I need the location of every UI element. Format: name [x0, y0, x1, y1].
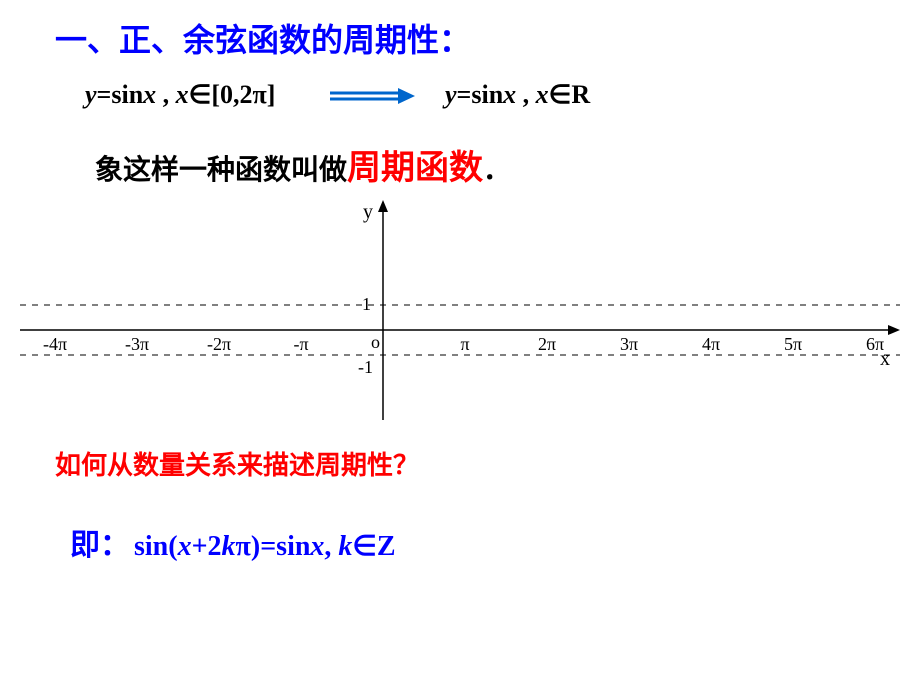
var-y: y [445, 80, 457, 109]
formula-right: y=sinx , x∈R [445, 80, 590, 110]
svg-text:y: y [363, 201, 373, 223]
c-body3: π)=sin [236, 531, 311, 562]
svg-text:-3π: -3π [125, 334, 149, 354]
c-var3: x [310, 531, 324, 562]
statement-part3: ． [483, 155, 511, 186]
svg-text:-π: -π [293, 334, 308, 354]
svg-text:1: 1 [362, 294, 371, 314]
var-x: x [503, 80, 516, 109]
conclusion: 即： sin(x+2kπ)=sinx, k∈Z [70, 520, 396, 564]
c-body4: , [324, 531, 338, 562]
var-x2: x [176, 80, 189, 109]
var-x2: x [536, 80, 549, 109]
in: ∈ [549, 80, 572, 109]
c-var1: x [178, 531, 192, 562]
sep: , [516, 80, 536, 109]
c-body2: +2 [192, 531, 222, 562]
arrow-icon [330, 88, 415, 104]
eq: =sin [457, 80, 504, 109]
svg-text:-1: -1 [358, 357, 373, 377]
var-x: x [143, 80, 156, 109]
svg-text:-2π: -2π [207, 334, 231, 354]
implies-arrow [330, 88, 415, 104]
sine-axis-chart: -4π-3π-2π-ππ2π3π4π5π6π1-1oyx [20, 200, 900, 420]
statement-part1: 象这样一种函数叫做 [95, 155, 347, 186]
in: ∈ [189, 80, 212, 109]
c-body5: ∈Z [352, 531, 395, 562]
domain: [0,2π] [211, 80, 275, 109]
sep: , [156, 80, 176, 109]
domain: R [571, 80, 590, 109]
svg-text:4π: 4π [702, 334, 720, 354]
chart-svg: -4π-3π-2π-ππ2π3π4π5π6π1-1oyx [20, 200, 900, 420]
svg-text:π: π [460, 334, 469, 354]
formula-left: y=sinx , x∈[0,2π] [85, 80, 275, 110]
periodic-function-statement: 象这样一种函数叫做周期函数． [95, 140, 511, 189]
svg-text:5π: 5π [784, 334, 802, 354]
c-body1: sin( [134, 531, 178, 562]
svg-text:x: x [880, 348, 890, 370]
page-title: 一、正、余弦函数的周期性： [55, 15, 471, 61]
conclusion-prefix: 即： [70, 529, 130, 562]
svg-text:o: o [371, 332, 380, 352]
statement-part2: 周期函数 [347, 150, 483, 187]
question-text: 如何从数量关系来描述周期性？ [55, 445, 419, 482]
svg-text:3π: 3π [620, 334, 638, 354]
c-var2: k [222, 531, 236, 562]
eq: =sin [97, 80, 144, 109]
svg-text:2π: 2π [538, 334, 556, 354]
c-var4: k [338, 531, 352, 562]
svg-text:-4π: -4π [43, 334, 67, 354]
var-y: y [85, 80, 97, 109]
